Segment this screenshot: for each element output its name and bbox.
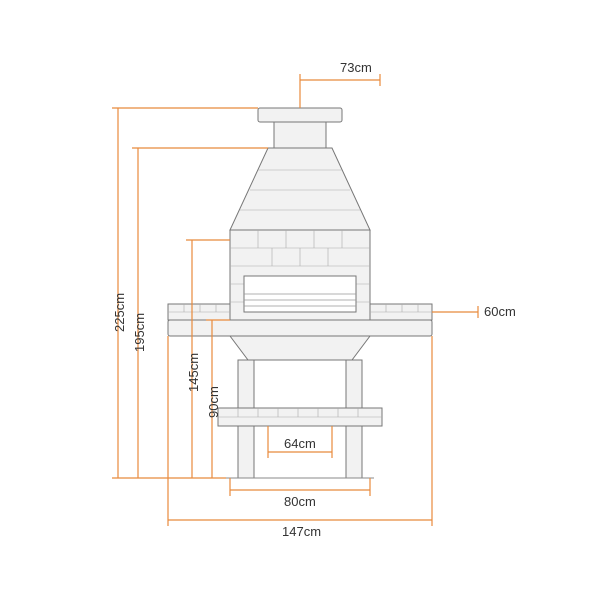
dim-60	[432, 306, 478, 318]
label-145: 145cm	[186, 353, 201, 392]
label-195: 195cm	[132, 313, 147, 352]
barbecue-illustration	[168, 108, 432, 478]
label-60: 60cm	[484, 304, 516, 319]
label-225: 225cm	[112, 293, 127, 332]
dim-top	[300, 74, 380, 108]
label-90: 90cm	[206, 386, 221, 418]
label-73: 73cm	[340, 60, 372, 75]
label-64: 64cm	[284, 436, 316, 451]
label-80: 80cm	[284, 494, 316, 509]
diagram-svg	[0, 0, 600, 600]
label-147: 147cm	[282, 524, 321, 539]
diagram-container: 73cm 225cm 195cm 145cm 90cm 64cm 80cm 14…	[0, 0, 600, 600]
